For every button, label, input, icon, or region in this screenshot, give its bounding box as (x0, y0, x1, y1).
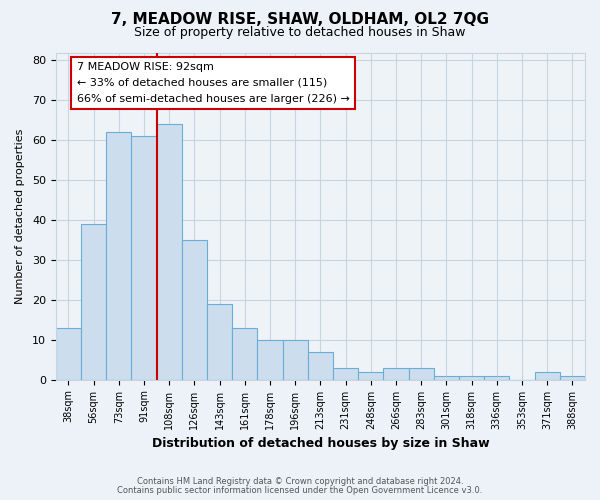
Bar (131, 136, 157, 380)
Bar (56, 328, 81, 380)
Bar (333, 368, 358, 380)
Bar (207, 304, 232, 380)
Bar (283, 340, 308, 380)
Bar (409, 368, 434, 380)
Bar (257, 340, 283, 380)
Y-axis label: Number of detached properties: Number of detached properties (15, 128, 25, 304)
Bar (484, 376, 509, 380)
Bar (434, 376, 459, 380)
Bar (535, 372, 560, 380)
Text: Contains HM Land Registry data © Crown copyright and database right 2024.: Contains HM Land Registry data © Crown c… (137, 478, 463, 486)
Bar (459, 376, 484, 380)
Text: 7 MEADOW RISE: 92sqm
← 33% of detached houses are smaller (115)
66% of semi-deta: 7 MEADOW RISE: 92sqm ← 33% of detached h… (77, 62, 350, 104)
Text: Contains public sector information licensed under the Open Government Licence v3: Contains public sector information licen… (118, 486, 482, 495)
Text: 7, MEADOW RISE, SHAW, OLDHAM, OL2 7QG: 7, MEADOW RISE, SHAW, OLDHAM, OL2 7QG (111, 12, 489, 28)
Bar (383, 368, 409, 380)
Bar (308, 352, 333, 380)
Text: Size of property relative to detached houses in Shaw: Size of property relative to detached ho… (134, 26, 466, 39)
Bar (106, 132, 131, 380)
X-axis label: Distribution of detached houses by size in Shaw: Distribution of detached houses by size … (152, 437, 489, 450)
Bar (81, 224, 106, 380)
Bar (157, 124, 182, 380)
Bar (182, 240, 207, 380)
Bar (560, 376, 585, 380)
Bar (358, 372, 383, 380)
Bar (232, 328, 257, 380)
